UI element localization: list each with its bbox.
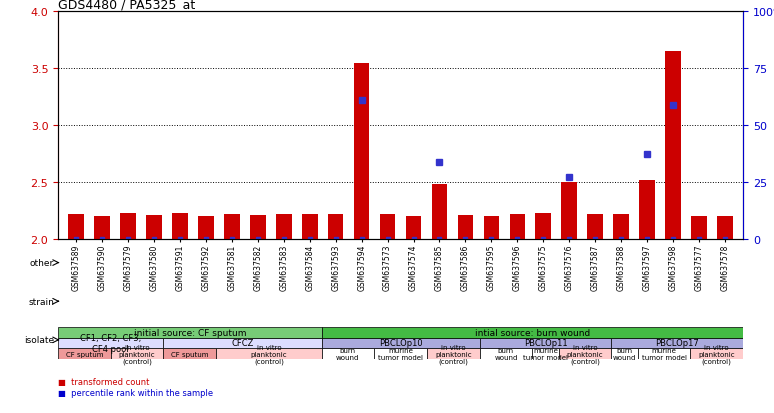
Text: burn
wound: burn wound	[495, 347, 518, 361]
Text: initial source: CF sputum: initial source: CF sputum	[134, 328, 246, 337]
Text: in vitro
planktonic
(control): in vitro planktonic (control)	[251, 344, 287, 364]
Bar	[163, 349, 216, 359]
Bar	[146, 216, 162, 240]
Bar	[94, 217, 110, 240]
Bar	[58, 338, 163, 349]
Text: intial source: burn wound: intial source: burn wound	[474, 328, 590, 337]
Text: other: other	[30, 259, 54, 268]
Bar	[484, 217, 499, 240]
Bar	[691, 217, 707, 240]
Text: CF1, CF2, CF3,
CF4 pool: CF1, CF2, CF3, CF4 pool	[80, 333, 142, 353]
Text: strain: strain	[29, 297, 54, 306]
Text: PBCLOp11: PBCLOp11	[524, 339, 567, 348]
Bar	[638, 349, 690, 359]
Bar	[173, 214, 188, 240]
Bar	[427, 349, 480, 359]
Bar	[216, 349, 321, 359]
Bar	[224, 215, 240, 240]
Bar	[665, 52, 681, 240]
Bar	[457, 216, 473, 240]
Text: in vitro
planktonic
(control): in vitro planktonic (control)	[698, 344, 735, 364]
Bar	[611, 338, 743, 349]
Text: burn
wound: burn wound	[336, 347, 360, 361]
Bar	[328, 215, 344, 240]
Bar	[58, 349, 111, 359]
Bar	[561, 183, 577, 240]
Bar	[302, 215, 317, 240]
Text: murine
tumor model: murine tumor model	[642, 347, 687, 361]
Text: PBCLOp10: PBCLOp10	[378, 339, 423, 348]
Bar	[536, 214, 551, 240]
Bar	[198, 217, 214, 240]
Text: CF sputum: CF sputum	[66, 351, 103, 357]
Bar	[717, 217, 733, 240]
Bar	[480, 338, 611, 349]
Text: murine
tumor model: murine tumor model	[378, 347, 423, 361]
Bar	[321, 338, 480, 349]
Bar	[587, 215, 603, 240]
Bar	[321, 349, 374, 359]
Bar	[58, 327, 321, 338]
Text: ■  transformed count: ■ transformed count	[58, 377, 149, 387]
Bar	[406, 217, 421, 240]
Text: in vitro
planktonic
(control): in vitro planktonic (control)	[435, 344, 471, 364]
Text: burn
wound: burn wound	[613, 347, 636, 361]
Bar	[613, 215, 628, 240]
Text: CFCZ: CFCZ	[231, 339, 254, 348]
Bar	[120, 214, 136, 240]
Bar	[509, 215, 525, 240]
Text: PBCLOp17: PBCLOp17	[656, 339, 699, 348]
Bar	[111, 349, 163, 359]
Text: CF sputum: CF sputum	[171, 351, 208, 357]
Text: in vitro
planktonic
(control): in vitro planktonic (control)	[567, 344, 603, 364]
Bar	[432, 185, 447, 240]
Bar	[276, 215, 292, 240]
Bar	[611, 349, 638, 359]
Text: isolate: isolate	[24, 335, 54, 344]
Bar	[690, 349, 743, 359]
Text: ■  percentile rank within the sample: ■ percentile rank within the sample	[58, 388, 213, 397]
Bar	[480, 349, 533, 359]
Bar	[354, 64, 369, 240]
Bar	[533, 349, 559, 359]
Bar	[163, 338, 321, 349]
Text: in vitro
planktonic
(control): in vitro planktonic (control)	[118, 344, 156, 364]
Bar	[639, 180, 655, 240]
Text: GDS4480 / PA5325_at: GDS4480 / PA5325_at	[58, 0, 195, 11]
Bar	[68, 215, 84, 240]
Bar	[374, 349, 427, 359]
Bar	[559, 349, 611, 359]
Bar	[250, 216, 265, 240]
Bar	[380, 215, 396, 240]
Bar	[321, 327, 743, 338]
Text: murine
tumor model: murine tumor model	[523, 347, 568, 361]
